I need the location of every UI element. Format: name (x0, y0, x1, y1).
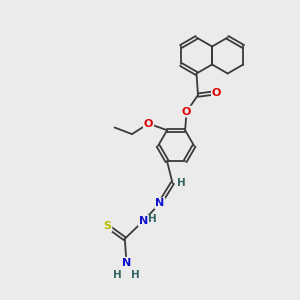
Text: H: H (131, 270, 140, 280)
Text: H: H (176, 178, 185, 188)
Text: H: H (113, 270, 122, 280)
Text: O: O (212, 88, 221, 98)
Text: O: O (182, 106, 191, 117)
Text: S: S (103, 221, 111, 231)
Text: O: O (144, 118, 153, 129)
Text: N: N (155, 198, 164, 208)
Text: H: H (148, 214, 157, 224)
Text: N: N (122, 258, 131, 268)
Text: N: N (139, 216, 148, 226)
